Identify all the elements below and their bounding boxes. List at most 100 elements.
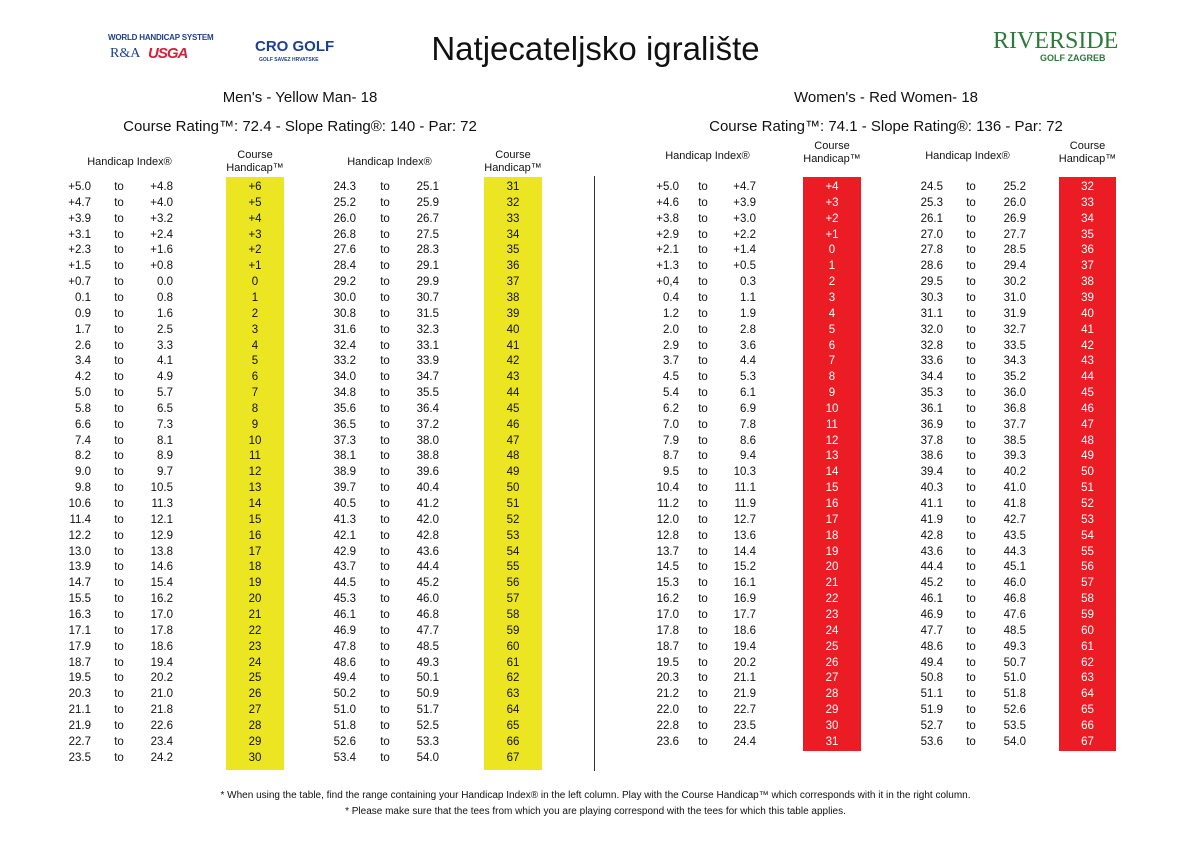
course-handicap-value: 65 xyxy=(506,719,520,732)
handicap-index-to: 4.1 xyxy=(157,355,173,368)
handicap-index-to: 12.1 xyxy=(150,513,173,526)
handicap-index-to: 39.3 xyxy=(1003,450,1026,463)
course-handicap-value: 30 xyxy=(825,719,839,732)
handicap-index-from: 28.6 xyxy=(920,260,943,273)
course-handicap-value: 59 xyxy=(506,624,520,637)
to-label: to xyxy=(114,450,124,463)
handicap-index-from: 6.6 xyxy=(75,418,91,431)
handicap-index-from: 14.5 xyxy=(656,561,679,574)
handicap-index-from: 35.6 xyxy=(333,402,356,415)
handicap-index-to: 38.5 xyxy=(1003,434,1026,447)
handicap-index-to: 46.8 xyxy=(416,608,439,621)
to-label: to xyxy=(966,640,976,653)
handicap-index-to: +3.2 xyxy=(150,212,173,225)
handicap-index-to: 16.9 xyxy=(733,593,756,606)
to-label: to xyxy=(380,355,390,368)
handicap-index-header: Handicap Index® xyxy=(87,156,172,168)
course-handicap-value: 13 xyxy=(825,450,839,463)
handicap-index-to: 30.7 xyxy=(416,291,439,304)
handicap-index-from: 26.0 xyxy=(333,212,356,225)
course-handicap-value: 61 xyxy=(1081,640,1094,653)
course-handicap-value: 52 xyxy=(1081,498,1094,510)
handicap-index-to: 0.8 xyxy=(157,291,173,304)
handicap-index-to: 15.4 xyxy=(150,577,173,590)
course-handicap-value: 16 xyxy=(248,529,262,542)
handicap-index-to: 33.9 xyxy=(416,355,439,368)
course-handicap-value: 22 xyxy=(248,624,262,637)
handicap-index-from: 41.1 xyxy=(920,498,943,510)
handicap-index-from: 26.1 xyxy=(920,212,943,225)
handicap-index-to: 41.2 xyxy=(416,498,439,510)
handicap-index-from: 39.4 xyxy=(920,466,943,479)
to-label: to xyxy=(380,434,390,447)
handicap-index-to: 30.2 xyxy=(1003,276,1026,289)
course-handicap-value: 39 xyxy=(506,307,520,320)
handicap-index-from: 27.0 xyxy=(920,228,943,241)
course-handicap-value: 56 xyxy=(506,577,520,590)
handicap-index-from: 32.4 xyxy=(333,339,356,352)
to-label: to xyxy=(698,656,708,669)
to-label: to xyxy=(698,624,708,637)
course-handicap-value: 34 xyxy=(506,228,520,241)
handicap-index-from: 7.9 xyxy=(663,434,679,447)
handicap-index-to: 47.6 xyxy=(1003,608,1026,621)
handicap-index-to: 53.3 xyxy=(416,735,439,748)
to-label: to xyxy=(698,466,708,479)
handicap-index-from: 23.6 xyxy=(656,735,679,748)
to-label: to xyxy=(380,513,390,526)
course-handicap-value: 49 xyxy=(1081,450,1094,463)
handicap-index-to: +3.9 xyxy=(733,196,756,209)
course-handicap-value: +4 xyxy=(248,212,262,225)
handicap-index-from: +4.6 xyxy=(656,196,679,209)
handicap-index-from: 26.8 xyxy=(333,228,356,241)
to-label: to xyxy=(114,545,124,558)
handicap-index-from: 15.3 xyxy=(656,577,679,590)
handicap-index-from: 48.6 xyxy=(920,640,943,653)
handicap-index-from: 47.8 xyxy=(333,640,356,653)
to-label: to xyxy=(380,228,390,241)
course-handicap-value: 27 xyxy=(248,704,262,717)
handicap-index-to: 18.6 xyxy=(733,624,756,637)
course-handicap-value: 63 xyxy=(506,688,520,701)
course-handicap-value: 6 xyxy=(828,339,836,352)
handicap-index-from: 17.0 xyxy=(656,608,679,621)
handicap-index-to: 7.8 xyxy=(740,418,756,431)
course-handicap-value: 58 xyxy=(506,608,520,621)
course-handicap-value: 31 xyxy=(506,181,520,193)
handicap-index-from: 50.8 xyxy=(920,672,943,685)
footnote-2: * Please make sure that the tees from wh… xyxy=(345,806,846,817)
handicap-index-to: 5.7 xyxy=(157,387,173,400)
course-handicap-value: 8 xyxy=(828,371,836,384)
to-label: to xyxy=(380,402,390,415)
handicap-index-to: 48.5 xyxy=(416,640,439,653)
course-handicap-value: 51 xyxy=(1081,482,1094,495)
to-label: to xyxy=(380,291,390,304)
course-handicap-value: +4 xyxy=(825,181,839,193)
handicap-index-to: 52.5 xyxy=(416,719,439,732)
to-label: to xyxy=(114,704,124,717)
course-handicap-value: 18 xyxy=(248,561,262,574)
course-handicap-value: 25 xyxy=(825,640,839,653)
handicap-index-from: 44.5 xyxy=(333,577,356,590)
handicap-index-to: +1.4 xyxy=(733,244,756,257)
to-label: to xyxy=(114,387,124,400)
course-handicap-value: 40 xyxy=(506,323,520,336)
handicap-index-to: 37.7 xyxy=(1003,418,1026,431)
course-handicap-value: 43 xyxy=(506,371,520,384)
handicap-index-to: 36.4 xyxy=(416,402,439,415)
handicap-index-to: 3.3 xyxy=(157,339,173,352)
course-handicap-header-line1: Course xyxy=(495,149,531,161)
handicap-index-from: 18.7 xyxy=(68,656,91,669)
course-handicap-value: 45 xyxy=(1081,387,1094,400)
to-label: to xyxy=(966,323,976,336)
to-label: to xyxy=(380,751,390,764)
to-label: to xyxy=(380,260,390,273)
whs-logo: WORLD HANDICAP SYSTEM xyxy=(108,33,214,42)
handicap-index-from: 22.7 xyxy=(68,735,91,748)
handicap-index-from: 13.7 xyxy=(656,545,679,558)
to-label: to xyxy=(114,498,124,510)
handicap-index-from: 1.2 xyxy=(663,307,679,320)
course-handicap-value: +1 xyxy=(825,228,839,241)
handicap-index-to: 8.1 xyxy=(157,434,173,447)
handicap-index-to: 4.9 xyxy=(157,371,173,384)
